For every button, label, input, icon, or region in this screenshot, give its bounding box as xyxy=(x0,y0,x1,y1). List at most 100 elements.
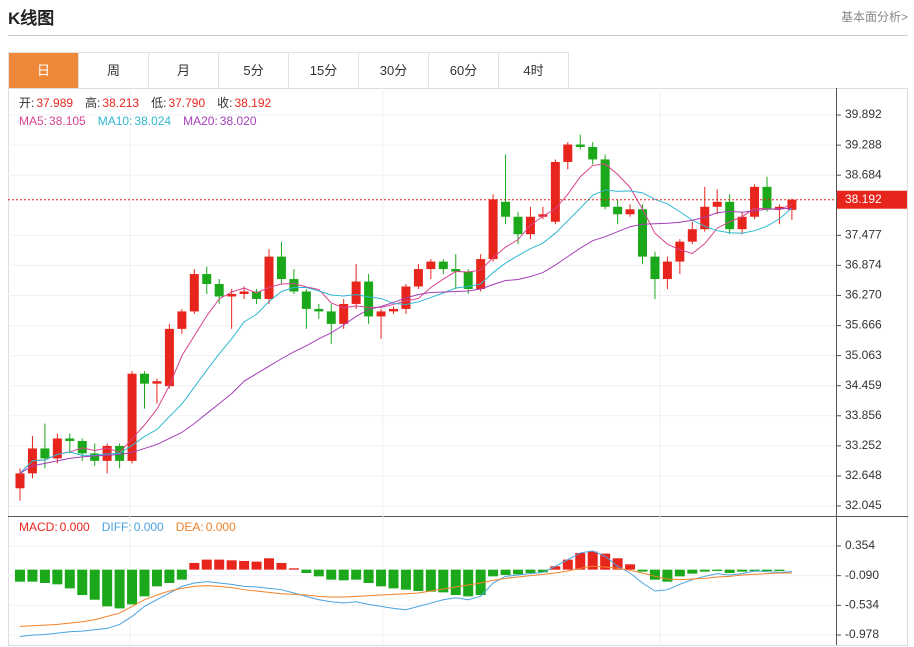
period-tab[interactable]: 15分 xyxy=(289,53,359,88)
candle-body xyxy=(40,448,50,459)
candle-body xyxy=(750,186,760,217)
candle-body xyxy=(364,281,374,317)
candle-body xyxy=(227,293,237,297)
macd-bar xyxy=(313,569,324,577)
macd-bar xyxy=(139,569,150,597)
ma-line xyxy=(19,189,793,474)
candle-body xyxy=(600,159,610,207)
legend-text: 0.000 xyxy=(206,520,236,534)
legend-text: 37.790 xyxy=(168,96,205,110)
fundamental-link[interactable]: 基本面分析> xyxy=(840,10,908,24)
macd-bar xyxy=(400,569,411,590)
candle-body xyxy=(339,303,349,324)
candle-body xyxy=(762,186,772,210)
candle-body xyxy=(550,161,560,222)
candle-body xyxy=(426,261,436,270)
y-tick-label: 32.648 xyxy=(845,468,882,482)
macd-bar xyxy=(164,569,175,584)
period-tab[interactable]: 4时 xyxy=(499,53,569,88)
macd-bar xyxy=(326,569,337,580)
macd-bar xyxy=(575,552,586,570)
macd-bar xyxy=(662,569,673,582)
candle-body xyxy=(625,209,635,215)
y-tick-label: 38.684 xyxy=(845,167,882,181)
macd-bar xyxy=(114,569,125,609)
macd-bar xyxy=(338,569,349,581)
candle-body xyxy=(588,146,598,160)
macd-bar xyxy=(737,569,748,572)
candle-body xyxy=(152,381,162,384)
macd-bar xyxy=(201,559,212,570)
period-tab[interactable]: 5分 xyxy=(219,53,289,88)
candle-body xyxy=(214,284,224,297)
period-tab[interactable]: 周 xyxy=(79,53,149,88)
macd-bar xyxy=(774,569,785,571)
macd-bar xyxy=(562,559,573,570)
macd-bar xyxy=(612,558,623,570)
y-tick-label: -0.534 xyxy=(845,597,879,611)
candle-body xyxy=(737,216,747,230)
candle-body xyxy=(501,201,511,217)
ma-line xyxy=(19,207,792,474)
candle-body xyxy=(90,453,100,461)
macd-bar xyxy=(27,569,38,582)
candle-body xyxy=(700,206,710,230)
macd-bar xyxy=(264,558,274,570)
candle-body xyxy=(326,311,336,324)
macd-bar xyxy=(77,569,88,596)
last-price-box xyxy=(837,190,907,209)
last-price-label: 38.192 xyxy=(845,192,882,206)
legend-text: 38.105 xyxy=(49,114,86,128)
legend-text: MA20: xyxy=(183,114,218,128)
macd-bar xyxy=(637,569,648,572)
macd-bar xyxy=(189,562,200,570)
candle-body xyxy=(463,271,473,289)
legend-text: 38.020 xyxy=(220,114,257,128)
macd-bar xyxy=(15,569,25,582)
macd-bar xyxy=(239,560,250,570)
candle-body xyxy=(301,291,311,309)
macd-bar xyxy=(450,569,461,596)
macd-bar xyxy=(251,561,262,570)
candle-body xyxy=(488,199,498,260)
legend-text: 0.000 xyxy=(134,520,164,534)
macd-bar xyxy=(463,569,474,597)
candle-body xyxy=(314,308,324,312)
candle-body xyxy=(65,438,75,441)
macd-bar xyxy=(525,569,536,573)
macd-bar xyxy=(351,569,362,580)
candle-body xyxy=(413,269,423,287)
candle-body xyxy=(351,281,361,304)
macd-bar xyxy=(600,553,611,570)
macd-bar xyxy=(376,569,387,587)
legend-text: MA10: xyxy=(98,114,133,128)
candle-body xyxy=(575,144,585,147)
candle-body xyxy=(289,279,299,292)
macd-bar xyxy=(226,560,237,570)
macd-bar xyxy=(488,569,499,577)
candle-body xyxy=(77,440,87,454)
candle-body xyxy=(140,373,149,384)
y-tick-label: 34.459 xyxy=(845,378,882,392)
macd-line xyxy=(19,550,792,637)
macd-bar xyxy=(102,569,113,607)
period-tab[interactable]: 月 xyxy=(149,53,219,88)
candle-body xyxy=(712,201,722,207)
legend-text: MA5: xyxy=(19,114,47,128)
candle-body xyxy=(675,241,685,262)
macd-bar xyxy=(513,569,523,575)
candle-body xyxy=(177,311,187,329)
legend-text: 高: xyxy=(85,95,100,110)
period-tab[interactable]: 日 xyxy=(9,53,79,88)
y-tick-label: 36.874 xyxy=(845,258,882,272)
candle-body xyxy=(389,308,398,312)
legend-text: 低: xyxy=(151,96,166,110)
macd-bar xyxy=(388,569,399,589)
candle-body xyxy=(563,144,573,162)
macd-bar xyxy=(176,569,187,580)
period-tab[interactable]: 60分 xyxy=(429,53,499,88)
period-tab[interactable]: 30分 xyxy=(359,53,429,88)
candle-body xyxy=(687,229,697,242)
macd-bar xyxy=(724,569,735,573)
candle-body xyxy=(164,328,174,387)
